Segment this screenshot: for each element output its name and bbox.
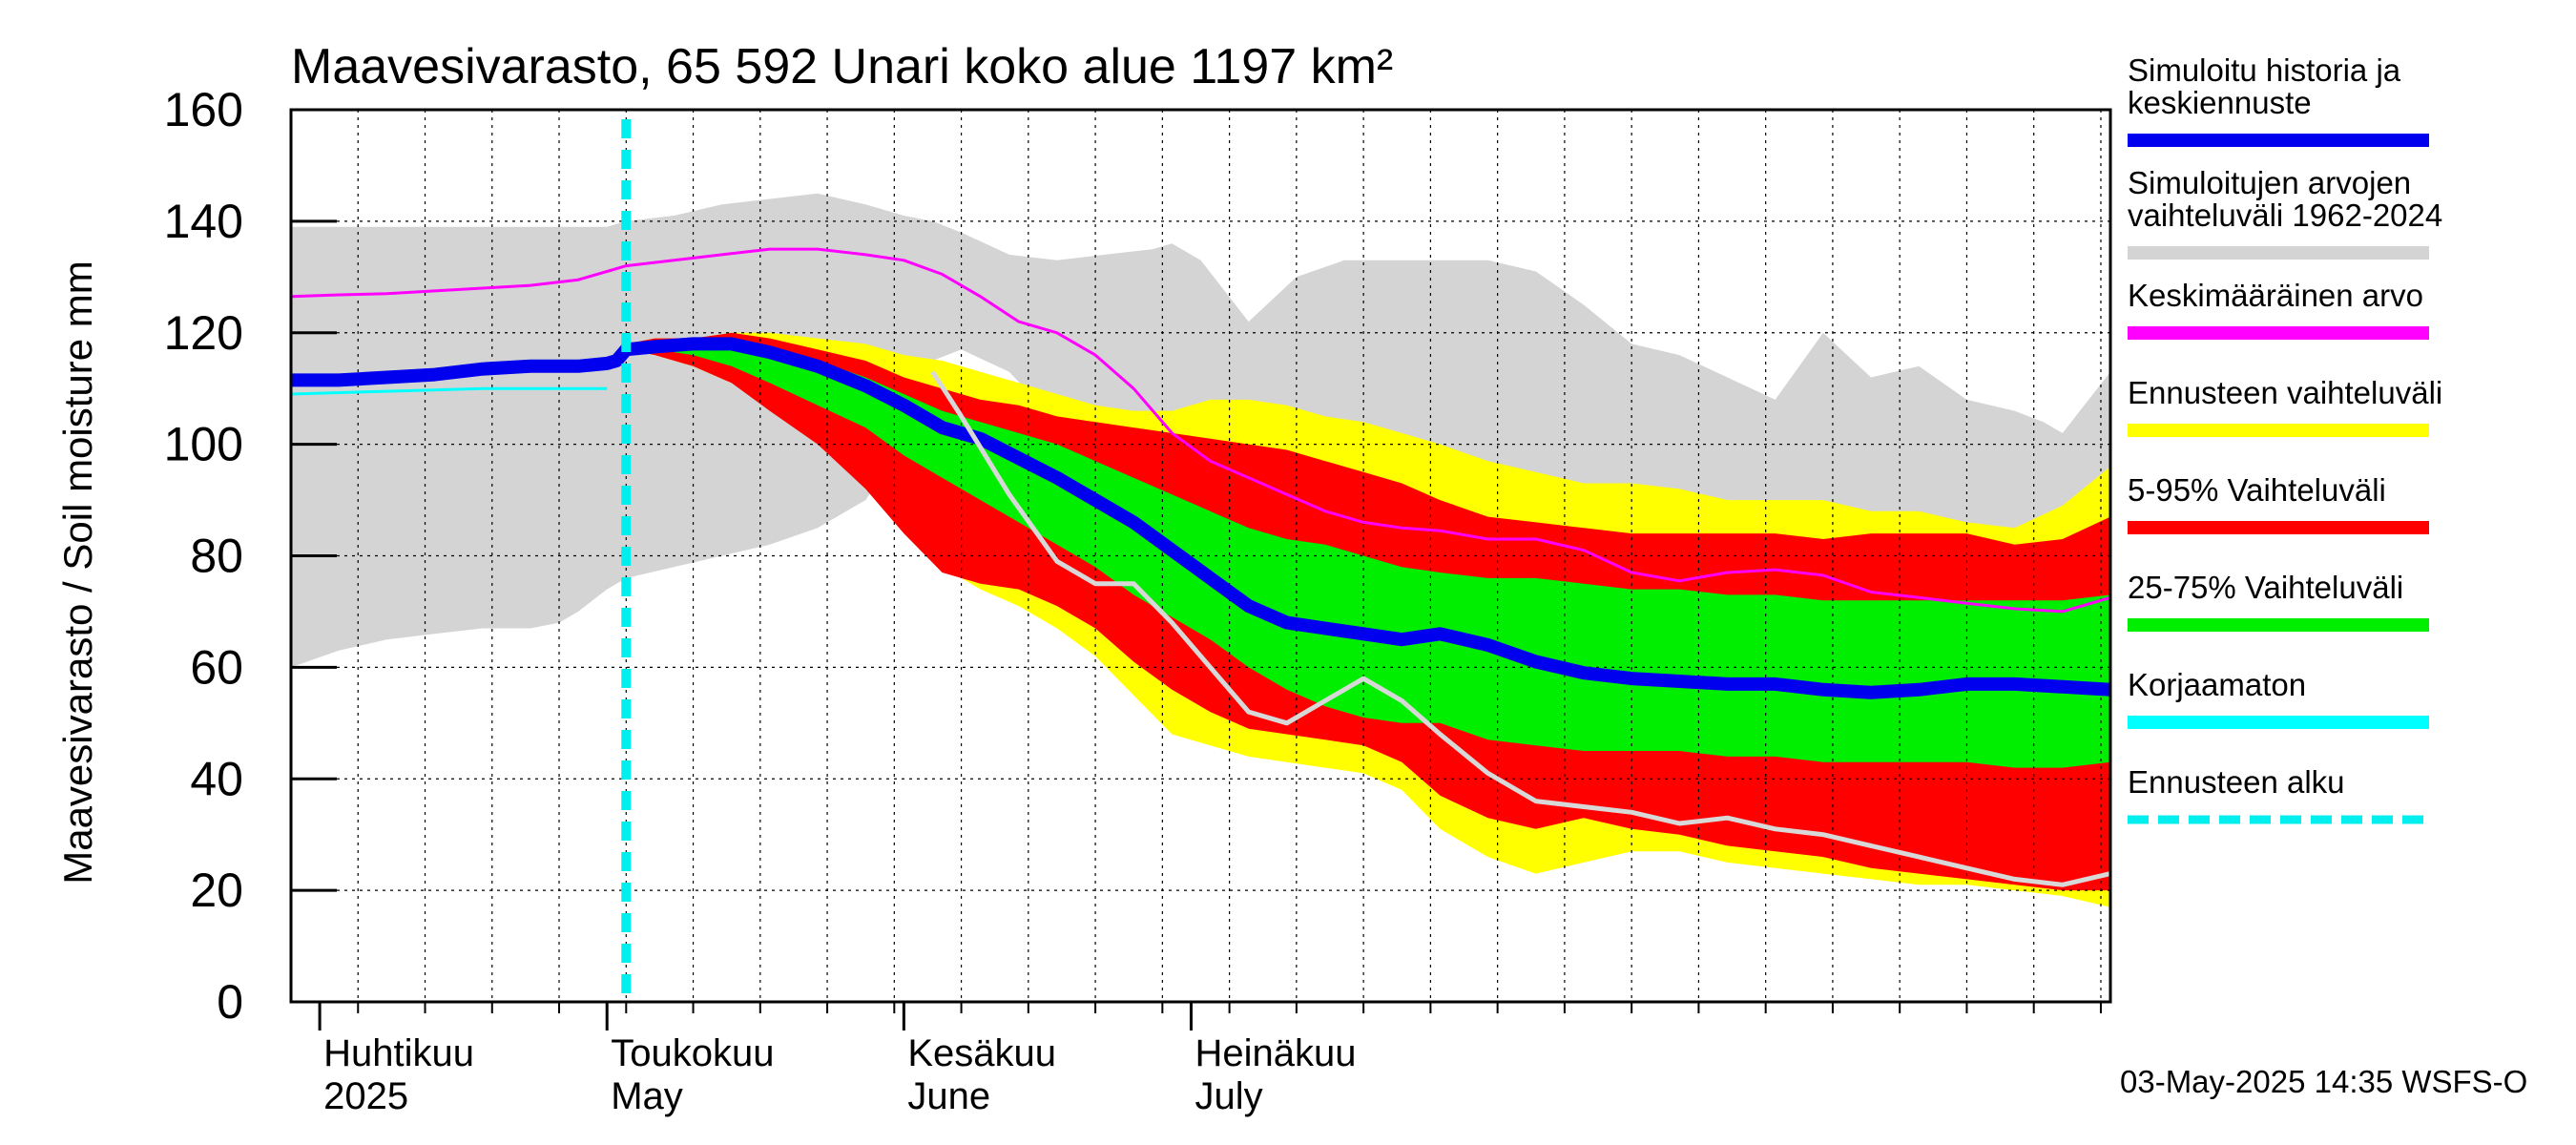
line-keskim-r-inen-arvo bbox=[290, 247, 2111, 614]
y-tick-label: 0 bbox=[217, 975, 243, 1029]
line-unlabelled bbox=[930, 370, 2111, 887]
legend-label: Simuloitu historia ja bbox=[2128, 52, 2401, 88]
month-label-fi: Heinäkuu bbox=[1195, 1032, 1356, 1074]
month-label-fi: Kesäkuu bbox=[907, 1032, 1056, 1074]
month-label-en: 2025 bbox=[323, 1075, 408, 1117]
legend-label: Simuloitujen arvojen bbox=[2128, 165, 2411, 200]
band-simuloitujen-arvojen-vaihteluv-li-1962-2024 bbox=[291, 193, 2110, 668]
month-label-fi: Huhtikuu bbox=[323, 1032, 474, 1074]
y-tick-label: 160 bbox=[164, 83, 243, 136]
line-simuloitu-historia-ja-keskiennuste bbox=[291, 337, 2111, 699]
legend-label: 25-75% Vaihteluväli bbox=[2128, 570, 2403, 605]
legend-label: keskiennuste bbox=[2128, 85, 2312, 120]
month-label-en: June bbox=[907, 1075, 990, 1117]
legend-label: Ennusteen alku bbox=[2128, 764, 2345, 800]
y-tick-label: 140 bbox=[164, 195, 243, 248]
month-label-fi: Toukokuu bbox=[611, 1032, 774, 1074]
y-tick-label: 100 bbox=[164, 418, 243, 471]
legend-label: Ennusteen vaihteluväli bbox=[2128, 375, 2442, 410]
plot-area bbox=[290, 110, 2111, 1002]
y-axis-label: Maavesivarasto / Soil moisture mm bbox=[55, 260, 100, 885]
y-tick-label: 40 bbox=[190, 752, 243, 805]
chart-title: Maavesivarasto, 65 592 Unari koko alue 1… bbox=[291, 39, 1393, 94]
month-label-en: May bbox=[611, 1075, 683, 1117]
y-tick-label: 20 bbox=[190, 864, 243, 917]
y-tick-label: 60 bbox=[190, 640, 243, 694]
y-tick-label: 80 bbox=[190, 530, 243, 583]
legend-label: Korjaamaton bbox=[2128, 667, 2306, 702]
month-label-en: July bbox=[1195, 1075, 1262, 1117]
line-korjaamaton bbox=[290, 386, 608, 396]
legend-label: 5-95% Vaihteluväli bbox=[2128, 472, 2386, 508]
y-tick-label: 120 bbox=[164, 306, 243, 360]
legend-label: vaihteluväli 1962-2024 bbox=[2128, 198, 2442, 233]
timestamp-footer: 03-May-2025 14:35 WSFS-O bbox=[2120, 1064, 2527, 1099]
legend-label: Keskimääräinen arvo bbox=[2128, 278, 2423, 313]
